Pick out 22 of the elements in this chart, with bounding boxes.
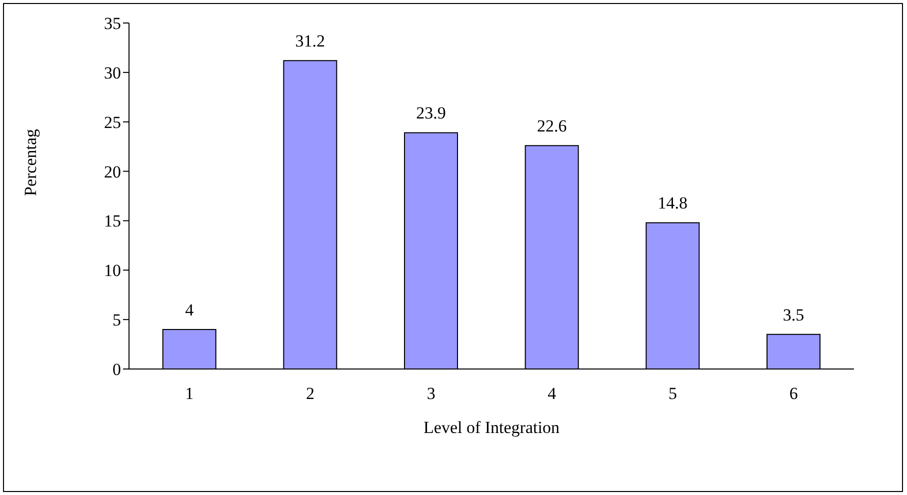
x-tick-label: 4 (548, 384, 557, 404)
data-label: 4 (185, 300, 194, 320)
y-tick-label: 15 (104, 212, 121, 231)
data-label: 3.5 (782, 305, 804, 324)
data-label: 14.8 (658, 194, 688, 213)
x-axis-title: Level of Integration (424, 418, 560, 437)
y-tick-label: 5 (112, 310, 121, 330)
y-tick-label: 20 (104, 162, 121, 182)
y-tick-label: 30 (104, 63, 121, 82)
x-tick-label: 5 (668, 384, 677, 404)
data-label: 23.9 (416, 104, 446, 123)
data-label: 31.2 (295, 32, 326, 51)
x-tick-label: 1 (185, 384, 194, 404)
x-tick-label: 2 (306, 384, 314, 404)
y-axis-title: Percentag (21, 128, 40, 196)
x-tick-label: 6 (789, 384, 798, 404)
y-tick-label: 10 (104, 261, 121, 280)
x-tick-label: 3 (426, 384, 436, 404)
y-tick-label: 25 (104, 112, 121, 132)
y-tick-label: 0 (112, 360, 121, 380)
data-label: 22.6 (536, 116, 567, 136)
y-tick-label: 35 (104, 14, 121, 34)
